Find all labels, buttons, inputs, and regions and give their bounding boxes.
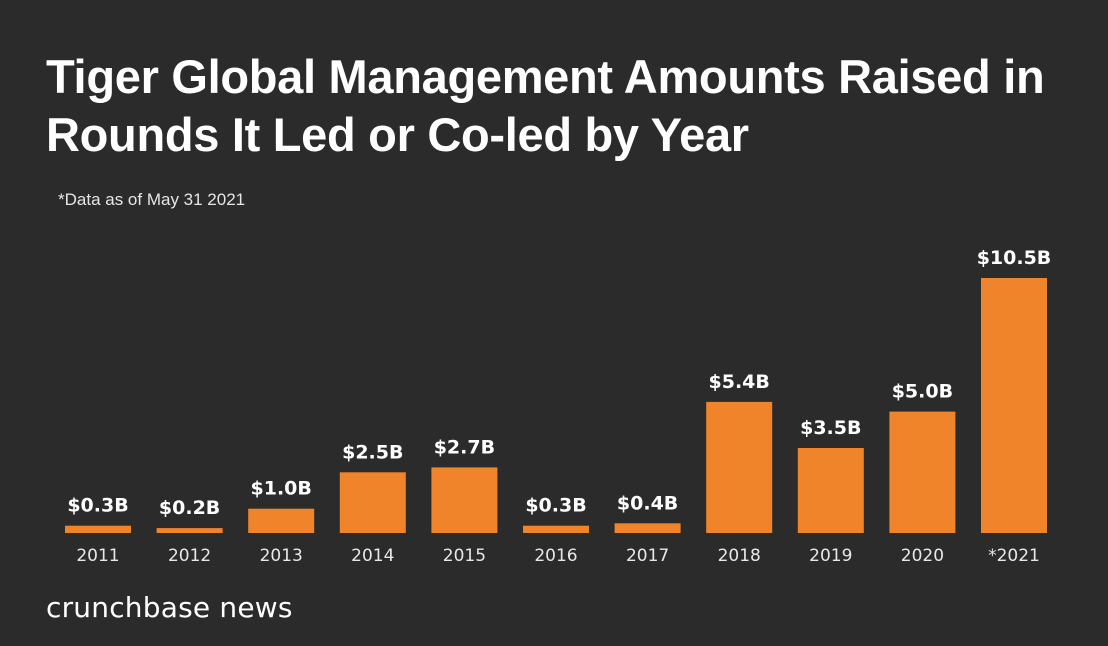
x-tick-label: 2018	[718, 546, 761, 566]
bar-2012	[156, 528, 223, 533]
bar-2015	[431, 467, 498, 533]
x-tick-label: 2017	[626, 546, 669, 566]
x-tick-label: 2011	[76, 546, 119, 566]
chart-title: Tiger Global Management Amounts Raised i…	[46, 50, 1045, 161]
x-tick-label: 2013	[260, 546, 303, 566]
value-label: $1.0B	[251, 478, 312, 500]
brand-logo: crunchbase news	[46, 591, 293, 624]
value-label: $0.3B	[525, 495, 586, 517]
bar-2017	[614, 523, 681, 533]
value-label: $0.2B	[159, 497, 220, 519]
bar-2018	[706, 401, 773, 533]
x-tick-label: 2019	[809, 546, 852, 566]
bar-2016	[523, 525, 589, 533]
bar-2013	[248, 508, 315, 533]
value-label: $3.5B	[800, 417, 861, 439]
value-label: $0.3B	[67, 495, 128, 517]
x-tick-label: 2014	[351, 546, 394, 566]
value-label: $10.5B	[977, 247, 1052, 269]
bar-2020	[889, 411, 956, 533]
x-tick-label: 2012	[168, 546, 211, 566]
value-label: $2.5B	[342, 441, 403, 463]
bar-2011	[65, 525, 131, 533]
value-label: $5.4B	[709, 371, 770, 393]
value-label: $5.0B	[892, 381, 953, 403]
x-tick-label: 2016	[534, 546, 577, 566]
bar-2019	[797, 448, 864, 533]
value-label: $0.4B	[617, 492, 678, 514]
bar-2014	[339, 472, 406, 533]
bar-2021	[981, 278, 1047, 533]
x-tick-label: *2021	[988, 546, 1040, 566]
data-note: *Data as of May 31 2021	[58, 190, 246, 209]
x-tick-label: 2015	[443, 546, 486, 566]
x-tick-label: 2020	[901, 546, 944, 566]
value-label: $2.7B	[434, 436, 495, 458]
